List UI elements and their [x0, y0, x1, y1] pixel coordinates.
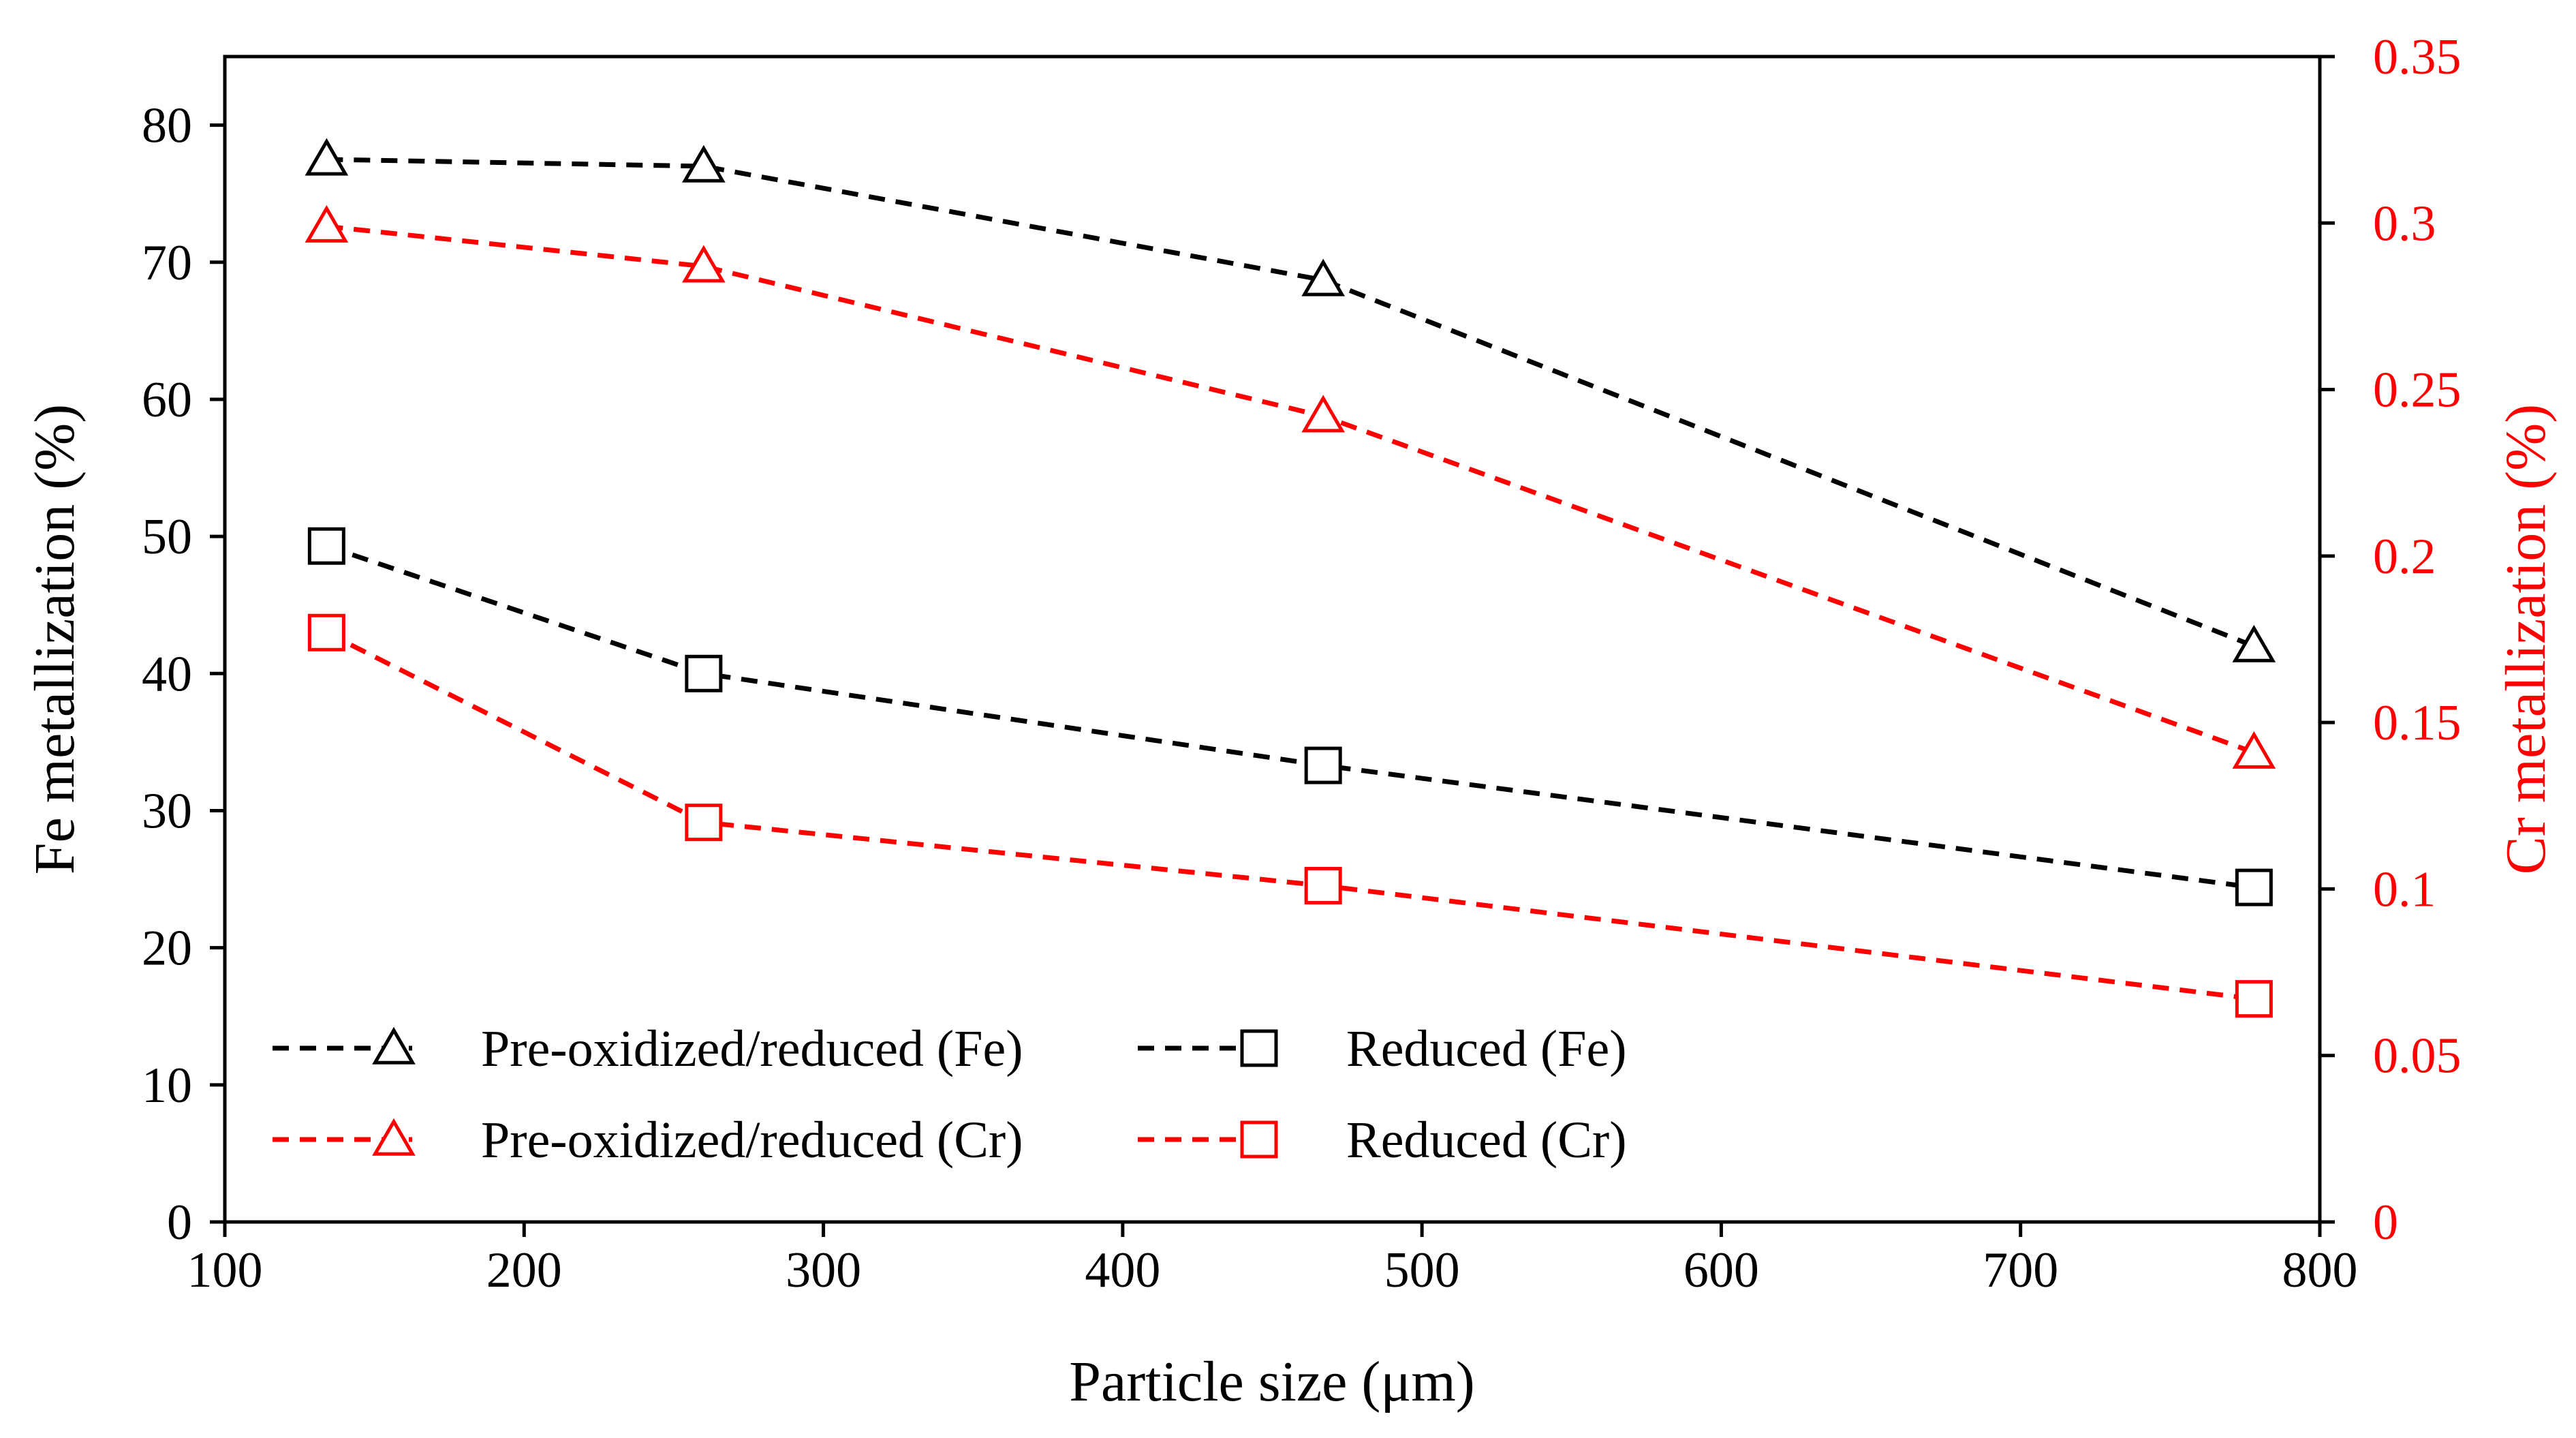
x-tick-label: 800 [2282, 1242, 2358, 1298]
y-tick-label: 10 [142, 1058, 192, 1114]
x-tick-label: 100 [187, 1242, 263, 1298]
series-0 [305, 138, 2276, 662]
y-tick-label: 80 [142, 98, 192, 154]
data-point [2235, 868, 2273, 906]
y2-tick-label: 0.05 [2373, 1028, 2462, 1084]
legend-label: Reduced (Cr) [1346, 1112, 1627, 1169]
legend-entry-0: Pre-oxidized/reduced (Fe) [273, 1020, 1023, 1077]
x-tick-label: 200 [486, 1242, 562, 1298]
legend-label: Reduced (Fe) [1346, 1020, 1627, 1077]
legend-marker [372, 1118, 416, 1156]
data-point [682, 245, 726, 283]
legend-marker [1240, 1029, 1278, 1067]
legend-marker [372, 1026, 416, 1065]
data-point [2232, 731, 2276, 769]
x-tick-label: 400 [1085, 1242, 1160, 1298]
legend-entry-3: Reduced (Cr) [1138, 1112, 1627, 1169]
y-tick-label: 30 [142, 783, 192, 839]
series-line [326, 543, 2254, 890]
y2-tick-label: 0.35 [2373, 29, 2462, 85]
data-point [305, 138, 349, 176]
series-3 [307, 613, 2273, 1018]
legend-entry-1: Reduced (Fe) [1138, 1020, 1627, 1077]
x-tick-label: 600 [1683, 1242, 1759, 1298]
y-tick-label: 0 [167, 1195, 192, 1251]
tick-layer: 100 200 300 400 500 600 700 8000102030405060708… [142, 29, 2462, 1298]
legend-label: Pre-oxidized/reduced (Cr) [481, 1112, 1023, 1169]
y2-tick-label: 0.15 [2373, 695, 2462, 751]
data-point [685, 804, 723, 842]
data-point [307, 527, 345, 565]
y2-tick-label: 0 [2373, 1195, 2398, 1251]
data-point [682, 144, 726, 183]
legend: Pre-oxidized/reduced (Fe) Reduced (Fe) Pre… [273, 1020, 1627, 1169]
data-point [1301, 395, 1346, 433]
y2-tick-label: 0.2 [2373, 529, 2436, 585]
data-point [307, 613, 345, 652]
data-point [2235, 980, 2273, 1018]
data-point [1304, 867, 1342, 905]
legend-marker [1240, 1120, 1278, 1159]
y-tick-label: 60 [142, 372, 192, 428]
y2-tick-label: 0.3 [2373, 196, 2436, 251]
data-point [685, 654, 723, 692]
y2-tick-label: 0.25 [2373, 363, 2462, 418]
y2-tick-label: 0.1 [2373, 861, 2436, 917]
x-tick-label: 700 [1983, 1242, 2058, 1298]
x-axis-title: Particle size (μm) [1069, 1350, 1474, 1413]
series-2 [305, 204, 2276, 769]
data-point [2232, 624, 2276, 662]
data-point [1301, 258, 1346, 296]
series-layer [305, 138, 2276, 1018]
data-point [305, 204, 349, 243]
series-line [326, 157, 2255, 649]
y2-axis-title: Cr metallization (%) [2494, 404, 2558, 874]
x-tick-label: 300 [786, 1242, 861, 1298]
y-tick-label: 70 [142, 235, 192, 291]
series-1 [307, 527, 2273, 906]
x-tick-label: 500 [1384, 1242, 1460, 1298]
series-line [325, 630, 2254, 1002]
y-axis-title: Fe metallization (%) [23, 404, 87, 874]
legend-label: Pre-oxidized/reduced (Fe) [481, 1020, 1023, 1077]
y-tick-label: 40 [142, 646, 192, 702]
data-point [1304, 746, 1342, 784]
series-line [326, 224, 2255, 755]
plot-frame [223, 55, 2322, 1224]
y-tick-label: 20 [142, 921, 192, 977]
legend-entry-2: Pre-oxidized/reduced (Cr) [273, 1112, 1023, 1169]
y-tick-label: 50 [142, 509, 192, 565]
